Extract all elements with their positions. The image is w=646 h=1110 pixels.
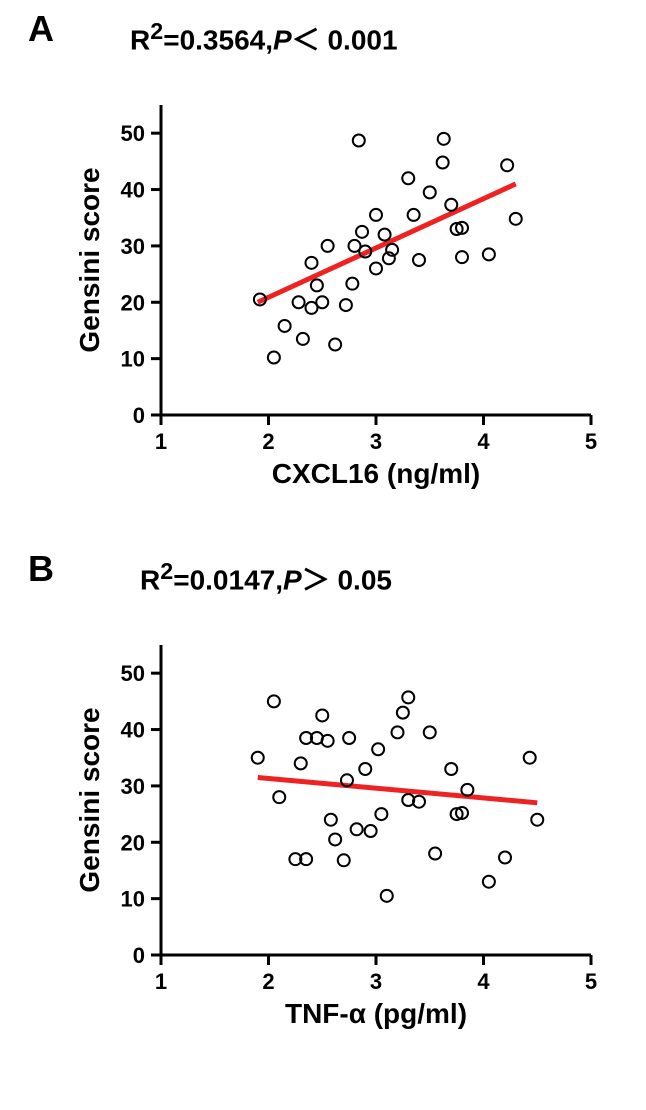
data-point (413, 254, 425, 266)
y-axis-title: Gensini score (74, 167, 105, 352)
data-point (531, 814, 543, 826)
figure-container: AR2=0.3564,P＜ 0.0010102030405012345CXCL1… (0, 0, 646, 1055)
data-point (322, 735, 334, 747)
scatter-chart-B: 0 10 20 30 40 50 1 2 3 4 5 TNF-α (pg/ml) Gensini sco… (46, 590, 606, 1110)
panel-label-A: A (28, 8, 54, 50)
data-point (252, 752, 264, 764)
axes (161, 105, 591, 415)
ytick-label: 0 (133, 943, 145, 968)
data-point (375, 808, 387, 820)
xtick-label: 3 (370, 429, 382, 454)
y-axis-title: Gensini score (74, 707, 105, 892)
data-point (353, 135, 365, 147)
data-point (346, 278, 358, 290)
data-point (316, 709, 328, 721)
data-point (293, 296, 305, 308)
data-point (356, 226, 368, 238)
data-point (279, 320, 291, 332)
data-point (445, 763, 457, 775)
data-point (329, 339, 341, 351)
data-point (445, 199, 457, 211)
data-point (381, 890, 393, 902)
ytick-label: 20 (121, 290, 145, 315)
ytick-label: 50 (121, 121, 145, 146)
data-point (311, 279, 323, 291)
data-point (483, 248, 495, 260)
data-point (408, 209, 420, 221)
ytick-label: 50 (121, 661, 145, 686)
data-point (268, 695, 280, 707)
data-point (499, 851, 511, 863)
ytick-label: 10 (121, 887, 145, 912)
data-point (297, 333, 309, 345)
ytick-label: 10 (121, 347, 145, 372)
data-point (438, 133, 450, 145)
panel-label-B: B (28, 548, 54, 590)
data-point (379, 229, 391, 241)
data-point (510, 213, 522, 225)
scatter-chart-A: 0 10 20 30 40 50 1 2 3 4 5 CXCL16 (ng/ml) Gensini sc… (46, 50, 606, 570)
data-point (325, 814, 337, 826)
ytick-label: 20 (121, 830, 145, 855)
data-point (351, 823, 363, 835)
regression-line (258, 777, 538, 802)
xtick-label: 2 (262, 429, 274, 454)
ytick-label: 30 (121, 234, 145, 259)
data-point (322, 240, 334, 252)
data-point (268, 352, 280, 364)
data-point (402, 691, 414, 703)
data-point (456, 251, 468, 263)
data-point (306, 257, 318, 269)
data-point (359, 763, 371, 775)
data-point (365, 825, 377, 837)
data-point (370, 209, 382, 221)
xtick-label: 5 (585, 969, 597, 994)
data-point (429, 848, 441, 860)
ytick-label: 40 (121, 718, 145, 743)
data-point (372, 743, 384, 755)
x-axis-title: CXCL16 (ng/ml) (272, 458, 480, 489)
xtick-label: 3 (370, 969, 382, 994)
xtick-label: 5 (585, 429, 597, 454)
xtick-label: 1 (155, 969, 167, 994)
data-point (397, 707, 409, 719)
ytick-label: 30 (121, 774, 145, 799)
panel-B: BR2=0.0147,P＞ 0.050102030405012345TNF-α … (0, 540, 646, 1060)
data-point (402, 172, 414, 184)
data-point (329, 833, 341, 845)
data-point (338, 854, 350, 866)
xtick-label: 4 (477, 969, 490, 994)
xtick-label: 1 (155, 429, 167, 454)
data-point (501, 159, 513, 171)
data-point (392, 726, 404, 738)
x-axis-title: TNF-α (pg/ml) (285, 998, 467, 1029)
data-point (273, 791, 285, 803)
regression-line (258, 184, 516, 302)
data-point (295, 757, 307, 769)
data-point (437, 156, 449, 168)
data-point (340, 299, 352, 311)
data-point (424, 726, 436, 738)
panel-A: AR2=0.3564,P＜ 0.0010102030405012345CXCL1… (0, 0, 646, 520)
data-point (370, 262, 382, 274)
data-point (524, 752, 536, 764)
ytick-label: 0 (133, 403, 145, 428)
xtick-label: 2 (262, 969, 274, 994)
xtick-label: 4 (477, 429, 490, 454)
data-point (343, 732, 355, 744)
data-point (424, 186, 436, 198)
ytick-label: 40 (121, 178, 145, 203)
data-point (483, 876, 495, 888)
data-point (316, 296, 328, 308)
